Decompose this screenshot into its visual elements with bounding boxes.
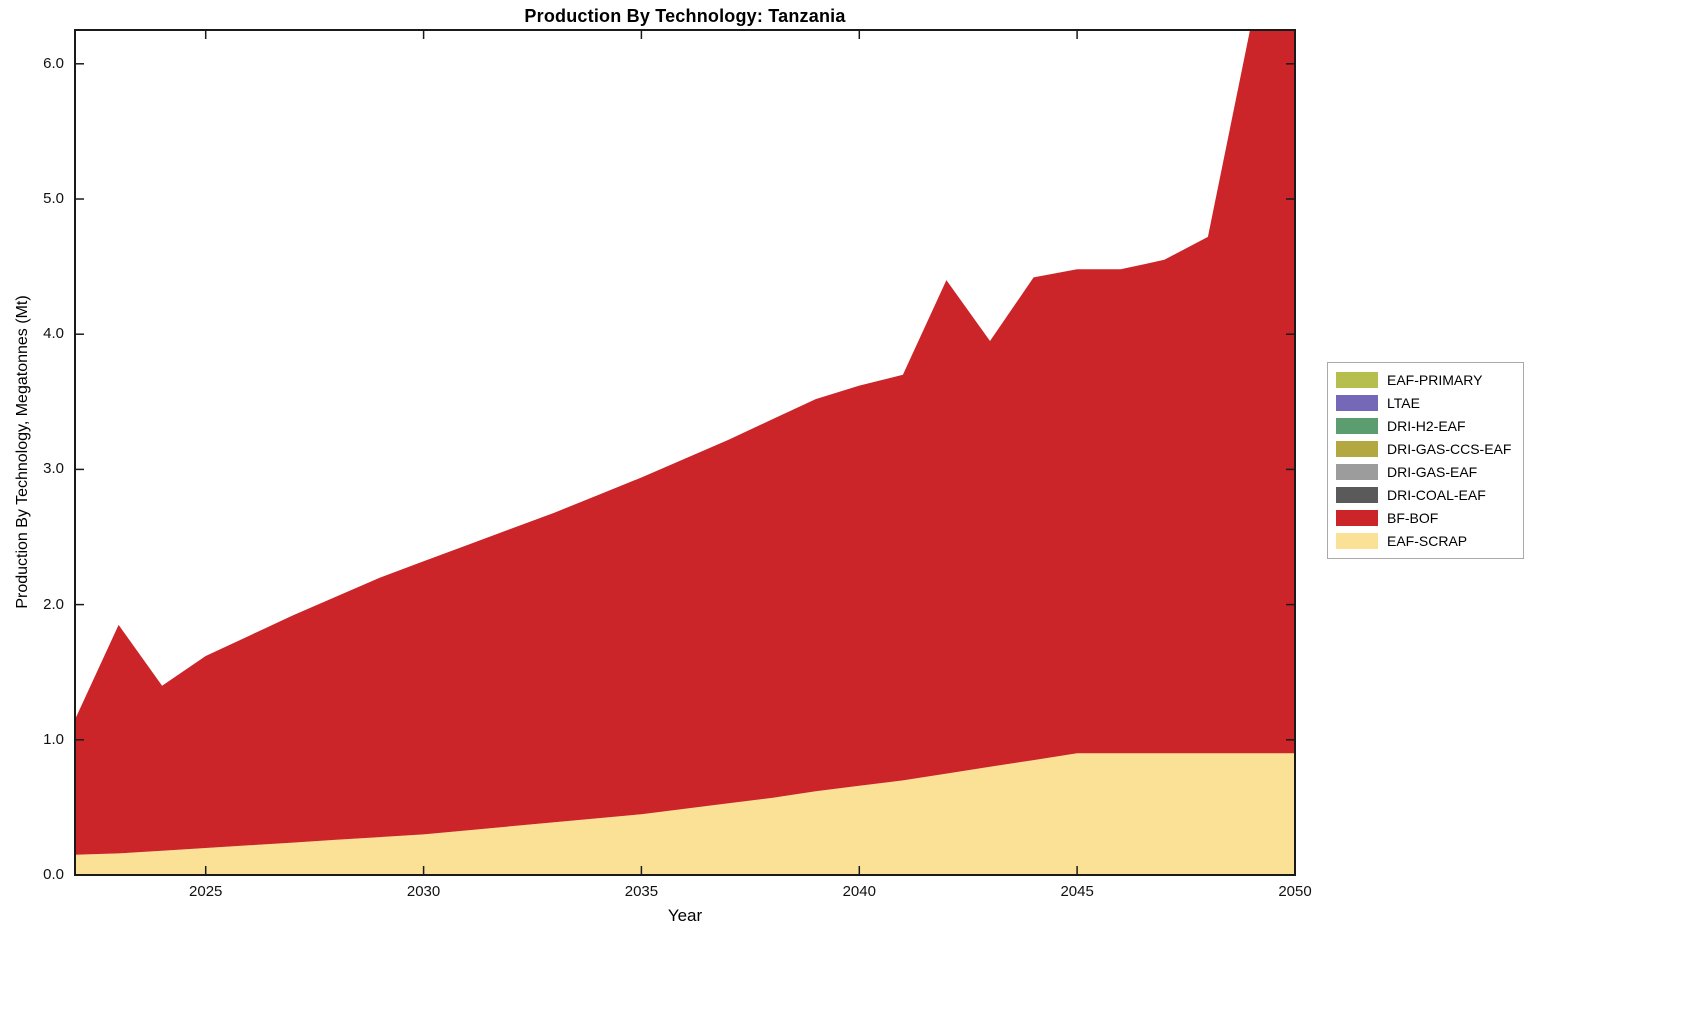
x-tick-label: 2040	[842, 883, 876, 900]
legend-swatch-BF-BOF	[1336, 510, 1378, 526]
legend-item-DRI-COAL-EAF: DRI-COAL-EAF	[1336, 485, 1511, 505]
legend-swatch-EAF-SCRAP	[1336, 533, 1378, 549]
y-tick-label: 4.0	[43, 325, 64, 343]
legend-label: BF-BOF	[1387, 510, 1439, 526]
legend-item-DRI-GAS-CCS-EAF: DRI-GAS-CCS-EAF	[1336, 439, 1511, 459]
legend-item-DRI-GAS-EAF: DRI-GAS-EAF	[1336, 462, 1511, 482]
x-tick-label: 2050	[1278, 883, 1312, 900]
legend-label: DRI-H2-EAF	[1387, 418, 1466, 434]
x-tick-label: 2030	[406, 883, 441, 900]
legend: EAF-PRIMARY LTAE DRI-H2-EAF DRI-GAS-CCS-EAF…	[1327, 362, 1525, 559]
x-tick-label: 2025	[189, 883, 223, 900]
axes-frame	[74, 29, 1296, 876]
legend-swatch-LTAE	[1336, 395, 1378, 411]
legend-item-DRI-H2-EAF: DRI-H2-EAF	[1336, 416, 1511, 436]
y-tick-label: 1.0	[43, 730, 64, 748]
y-tick-label: 3.0	[43, 460, 64, 478]
legend-label: EAF-SCRAP	[1387, 533, 1468, 549]
y-tick-label: 0.0	[43, 866, 64, 883]
legend-item-EAF-PRIMARY: EAF-PRIMARY	[1336, 370, 1511, 390]
x-axis-label: Year	[667, 906, 703, 925]
plot-area	[74, 29, 1296, 876]
legend-swatch-DRI-COAL-EAF	[1336, 487, 1378, 503]
legend-swatch-EAF-PRIMARY	[1336, 372, 1378, 388]
legend-swatch-DRI-H2-EAF	[1336, 418, 1378, 434]
area-BF-BOF	[75, 30, 1295, 855]
legend-item-EAF-SCRAP: EAF-SCRAP	[1336, 531, 1511, 551]
legend-label: DRI-GAS-EAF	[1387, 464, 1478, 480]
y-tick-label: 5.0	[43, 190, 64, 207]
legend-item-BF-BOF: BF-BOF	[1336, 508, 1511, 528]
y-tick-label: 6.0	[43, 54, 64, 72]
legend-label: DRI-COAL-EAF	[1387, 487, 1486, 503]
area-EAF-SCRAP	[75, 753, 1295, 875]
legend-swatch-DRI-GAS-EAF	[1336, 464, 1378, 480]
legend-item-LTAE: LTAE	[1336, 393, 1511, 413]
chart-title: Production By Technology: Tanzania	[524, 6, 846, 26]
legend-label: LTAE	[1387, 395, 1420, 411]
x-tick-label: 2045	[1060, 883, 1094, 900]
legend-swatch-DRI-GAS-CCS-EAF	[1336, 441, 1378, 457]
y-tick-label: 2.0	[43, 595, 64, 613]
legend-label: EAF-PRIMARY	[1387, 372, 1483, 388]
x-tick-label: 2035	[624, 883, 659, 900]
legend-label: DRI-GAS-CCS-EAF	[1387, 441, 1512, 457]
